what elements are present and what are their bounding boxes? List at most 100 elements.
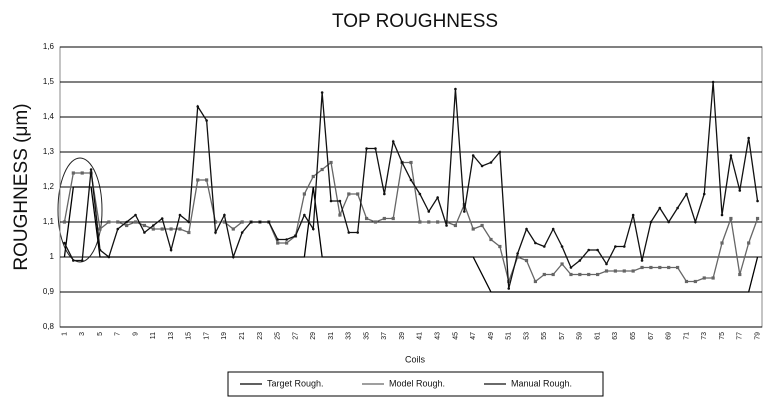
marker <box>685 192 688 196</box>
marker <box>365 147 368 150</box>
marker <box>640 259 644 262</box>
marker <box>516 255 520 259</box>
marker <box>347 192 351 196</box>
marker <box>507 287 511 290</box>
marker <box>667 220 670 224</box>
x-tick-label: 33 <box>346 332 353 340</box>
x-tick-label: 13 <box>168 332 175 340</box>
marker <box>569 272 573 277</box>
x-tick-label: 51 <box>506 332 513 340</box>
legend-label: Target Rough. <box>267 378 324 388</box>
marker <box>569 266 573 269</box>
marker <box>418 220 422 224</box>
marker <box>329 160 333 165</box>
marker <box>587 272 591 277</box>
marker <box>142 223 147 228</box>
x-tick-label: 3 <box>79 332 86 336</box>
x-tick-label: 69 <box>666 332 673 340</box>
marker <box>755 216 760 221</box>
marker <box>382 216 386 221</box>
marker <box>347 231 351 234</box>
marker <box>222 220 226 224</box>
marker <box>80 171 84 175</box>
marker <box>560 262 564 266</box>
x-tick-label: 47 <box>470 332 477 340</box>
x-tick-label: 57 <box>559 332 566 340</box>
marker <box>276 241 280 245</box>
marker <box>551 272 555 277</box>
y-tick-label: 1,5 <box>43 77 55 86</box>
marker <box>756 199 759 203</box>
marker <box>480 164 484 168</box>
marker <box>240 220 244 224</box>
marker <box>400 161 404 164</box>
x-tick-label: 73 <box>701 332 708 340</box>
annotation-ellipse <box>57 157 103 263</box>
x-tick-label: 7 <box>115 332 122 336</box>
x-tick-label: 21 <box>239 332 246 340</box>
marker <box>374 147 377 150</box>
marker <box>702 276 706 280</box>
marker <box>169 227 173 231</box>
marker <box>525 227 528 231</box>
marker <box>542 245 546 248</box>
marker <box>285 238 288 241</box>
marker <box>463 210 466 213</box>
marker <box>693 279 697 284</box>
y-tick-label: 1 <box>50 252 55 261</box>
marker <box>107 220 111 224</box>
marker <box>658 206 662 210</box>
marker <box>720 213 724 217</box>
marker <box>63 241 66 245</box>
y-tick-label: 1,2 <box>43 182 55 191</box>
marker <box>196 105 200 108</box>
marker <box>178 227 182 231</box>
marker <box>649 265 653 270</box>
marker <box>205 119 208 122</box>
marker <box>125 220 128 224</box>
x-tick-label: 75 <box>719 332 726 340</box>
x-tick-label: 1 <box>61 332 68 336</box>
x-tick-label: 9 <box>132 332 139 336</box>
marker <box>578 259 582 262</box>
y-tick-label: 1,6 <box>43 42 55 51</box>
marker <box>276 238 280 241</box>
x-tick-label: 61 <box>594 332 601 340</box>
marker <box>747 136 750 140</box>
marker <box>436 196 439 199</box>
x-tick-label: 37 <box>381 332 388 340</box>
marker <box>320 91 324 94</box>
x-tick-label: 31 <box>328 332 335 340</box>
marker <box>596 248 599 252</box>
marker <box>62 220 67 224</box>
marker <box>205 178 209 182</box>
marker <box>213 220 218 224</box>
marker <box>160 217 164 220</box>
marker <box>98 227 102 231</box>
x-tick-label: 35 <box>363 332 370 340</box>
marker <box>107 255 111 259</box>
legend-box <box>227 371 604 397</box>
marker <box>116 227 120 231</box>
x-tick-label: 43 <box>435 332 442 340</box>
x-tick-label: 71 <box>683 332 690 340</box>
marker <box>284 241 289 245</box>
y-tick-label: 1,1 <box>43 217 55 226</box>
marker <box>711 80 715 84</box>
marker <box>80 259 84 262</box>
marker <box>329 199 333 203</box>
marker <box>622 269 626 273</box>
marker <box>658 265 662 270</box>
marker <box>258 220 262 224</box>
marker <box>533 279 538 284</box>
marker <box>675 265 680 270</box>
marker <box>89 168 93 171</box>
x-tick-label: 77 <box>737 332 744 340</box>
x-tick-label: 15 <box>186 332 193 340</box>
marker <box>134 213 137 217</box>
x-axis-label: Coils <box>405 354 426 364</box>
marker <box>427 220 431 224</box>
marker <box>471 227 475 231</box>
marker <box>534 241 537 245</box>
